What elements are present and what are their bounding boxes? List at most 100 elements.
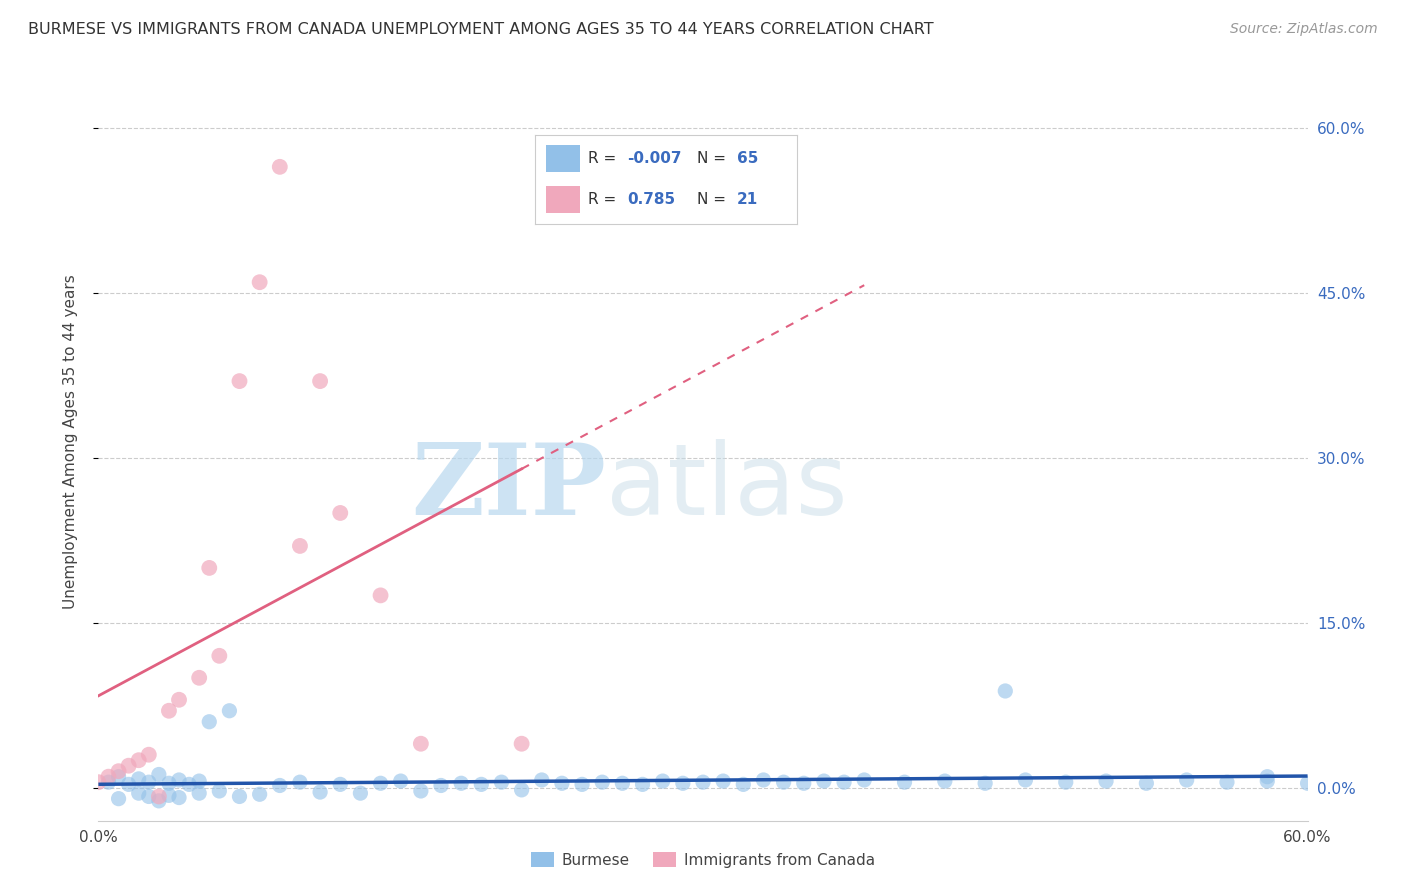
Point xyxy=(1095,774,1118,789)
Point xyxy=(97,770,120,784)
Point xyxy=(672,776,695,790)
Point xyxy=(974,776,997,790)
Point xyxy=(288,775,311,789)
Text: -0.007: -0.007 xyxy=(627,151,682,166)
Point xyxy=(329,777,352,791)
Point xyxy=(470,777,492,791)
Point xyxy=(994,684,1017,698)
Point xyxy=(491,775,513,789)
Point xyxy=(409,784,432,798)
Point xyxy=(249,787,271,801)
Point xyxy=(269,160,291,174)
Point xyxy=(218,704,240,718)
Text: 0.785: 0.785 xyxy=(627,192,675,207)
Point xyxy=(450,776,472,790)
Point xyxy=(711,774,734,789)
Point xyxy=(1014,772,1036,787)
Point xyxy=(107,791,129,805)
Point xyxy=(249,275,271,289)
Point xyxy=(1256,770,1278,784)
Text: ZIP: ZIP xyxy=(412,439,606,535)
Point xyxy=(813,774,835,789)
Point xyxy=(309,785,332,799)
Point xyxy=(389,774,412,789)
Legend: Burmese, Immigrants from Canada: Burmese, Immigrants from Canada xyxy=(526,846,880,873)
Point xyxy=(167,790,190,805)
Point xyxy=(1296,776,1319,790)
Point xyxy=(188,671,211,685)
Text: Source: ZipAtlas.com: Source: ZipAtlas.com xyxy=(1230,22,1378,37)
Point xyxy=(832,775,855,789)
Point xyxy=(128,753,150,767)
Point xyxy=(118,777,141,791)
Point xyxy=(87,775,110,789)
Point xyxy=(1256,774,1278,789)
Point xyxy=(752,772,775,787)
Point xyxy=(530,772,553,787)
Point xyxy=(208,648,231,663)
Point xyxy=(208,784,231,798)
Point xyxy=(591,775,613,789)
Point xyxy=(118,758,141,772)
Point xyxy=(107,764,129,779)
Point xyxy=(409,737,432,751)
Point xyxy=(510,737,533,751)
Point xyxy=(188,786,211,800)
Text: 65: 65 xyxy=(737,151,758,166)
Point xyxy=(329,506,352,520)
Point xyxy=(128,786,150,800)
Point xyxy=(571,777,593,791)
Point xyxy=(893,775,915,789)
Point xyxy=(157,776,180,790)
Point xyxy=(1175,772,1198,787)
Point xyxy=(198,714,221,729)
Point xyxy=(148,767,170,781)
FancyBboxPatch shape xyxy=(546,186,579,213)
Point xyxy=(167,772,190,787)
Point xyxy=(430,779,453,793)
Text: BURMESE VS IMMIGRANTS FROM CANADA UNEMPLOYMENT AMONG AGES 35 TO 44 YEARS CORRELA: BURMESE VS IMMIGRANTS FROM CANADA UNEMPL… xyxy=(28,22,934,37)
Point xyxy=(167,692,190,706)
Text: R =: R = xyxy=(588,151,616,166)
Point xyxy=(692,775,714,789)
Point xyxy=(370,776,392,790)
Point xyxy=(138,789,160,804)
Point xyxy=(551,776,574,790)
Text: atlas: atlas xyxy=(606,439,848,535)
Point xyxy=(288,539,311,553)
Point xyxy=(651,774,673,789)
Point xyxy=(510,783,533,797)
Point xyxy=(631,777,654,791)
Point xyxy=(349,786,371,800)
Point xyxy=(138,775,160,789)
Point xyxy=(97,775,120,789)
Point xyxy=(148,794,170,808)
Text: N =: N = xyxy=(697,151,727,166)
Point xyxy=(772,775,794,789)
Point xyxy=(228,789,250,804)
Text: 21: 21 xyxy=(737,192,758,207)
Point xyxy=(1216,775,1239,789)
Point xyxy=(853,772,876,787)
Point xyxy=(107,770,129,784)
Text: R =: R = xyxy=(588,192,616,207)
Point xyxy=(934,774,956,789)
Point xyxy=(1135,776,1157,790)
Point xyxy=(157,704,180,718)
Point xyxy=(793,776,815,790)
Y-axis label: Unemployment Among Ages 35 to 44 years: Unemployment Among Ages 35 to 44 years xyxy=(63,274,77,609)
Point xyxy=(148,789,170,804)
Point xyxy=(198,561,221,575)
Point xyxy=(1054,775,1077,789)
Point xyxy=(138,747,160,762)
Point xyxy=(370,588,392,602)
Point xyxy=(228,374,250,388)
Text: N =: N = xyxy=(697,192,727,207)
Point xyxy=(188,774,211,789)
FancyBboxPatch shape xyxy=(546,145,579,172)
Point xyxy=(128,772,150,786)
Point xyxy=(309,374,332,388)
Point xyxy=(157,789,180,803)
Point xyxy=(733,777,755,791)
Point xyxy=(612,776,634,790)
